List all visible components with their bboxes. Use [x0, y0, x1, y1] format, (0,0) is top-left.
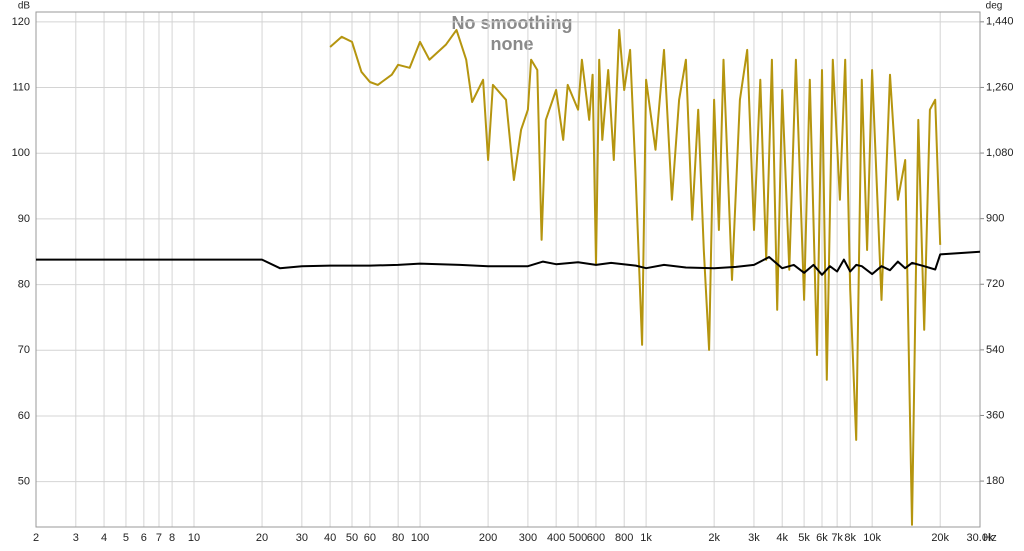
- x-tick-label: 400: [547, 532, 565, 544]
- x-tick-label: 600: [587, 532, 605, 544]
- y2-tick-label: 900: [986, 213, 1004, 225]
- x-tick-label: 4: [101, 532, 107, 544]
- series-line: [329, 28, 942, 526]
- x-tick-label: 80: [392, 532, 404, 544]
- x-tick-label: 500: [569, 532, 587, 544]
- x-tick-label: 20: [256, 532, 268, 544]
- y2-axis-label: deg: [986, 1, 1003, 12]
- y-tick-label: 110: [12, 81, 30, 93]
- y2-tick-label: 1,260: [986, 81, 1014, 93]
- x-tick-label: 60: [364, 532, 376, 544]
- y2-tick-label: 180: [986, 475, 1004, 487]
- y2-tick-label: 720: [986, 278, 1004, 290]
- x-tick-label: 5: [123, 532, 129, 544]
- x-tick-label: 3k: [748, 532, 760, 544]
- x-tick-label: 1k: [640, 532, 652, 544]
- y-tick-label: 70: [18, 344, 30, 356]
- x-tick-label: 2k: [708, 532, 720, 544]
- x-axis-label: Hz: [983, 532, 996, 544]
- x-tick-label: 200: [479, 532, 497, 544]
- y-tick-label: 90: [18, 213, 30, 225]
- x-tick-label: 30.0k: [967, 532, 994, 544]
- y-tick-label: 50: [18, 476, 30, 488]
- series-line: [36, 250, 981, 276]
- y2-tick-label: 1,080: [986, 147, 1014, 159]
- x-tick-label: 7k: [831, 532, 843, 544]
- plot-border: [35, 11, 981, 528]
- y2-tick-label: 360: [986, 409, 1004, 421]
- y-tick-label: 120: [12, 16, 30, 28]
- y2-tick-label: 1,440: [986, 16, 1014, 28]
- y-tick-label: 60: [18, 410, 30, 422]
- x-tick-label: 10: [188, 532, 200, 544]
- x-tick-label: 3: [73, 532, 79, 544]
- y-tick-label: 80: [18, 279, 30, 291]
- x-tick-label: 40: [324, 532, 336, 544]
- y-tick-label: 100: [12, 147, 30, 159]
- x-tick-label: 100: [411, 532, 429, 544]
- x-tick-label: 7: [156, 532, 162, 544]
- x-tick-label: 10k: [863, 532, 881, 544]
- x-tick-label: 8: [169, 532, 175, 544]
- x-tick-label: 4k: [776, 532, 788, 544]
- x-tick-label: 8k: [844, 532, 856, 544]
- x-tick-label: 800: [615, 532, 633, 544]
- x-tick-label: 20k: [931, 532, 949, 544]
- x-tick-label: 6: [141, 532, 147, 544]
- x-tick-label: 300: [519, 532, 537, 544]
- chart-subtitle: none: [491, 34, 534, 54]
- x-tick-label: 5k: [798, 532, 810, 544]
- x-tick-label: 6k: [816, 532, 828, 544]
- y2-tick-label: 540: [986, 344, 1004, 356]
- x-tick-label: 30: [296, 532, 308, 544]
- x-tick-label: 50: [346, 532, 358, 544]
- chart-title: No smoothing: [452, 13, 573, 33]
- y-axis-label: dB: [18, 1, 31, 12]
- x-tick-label: 2: [33, 532, 39, 544]
